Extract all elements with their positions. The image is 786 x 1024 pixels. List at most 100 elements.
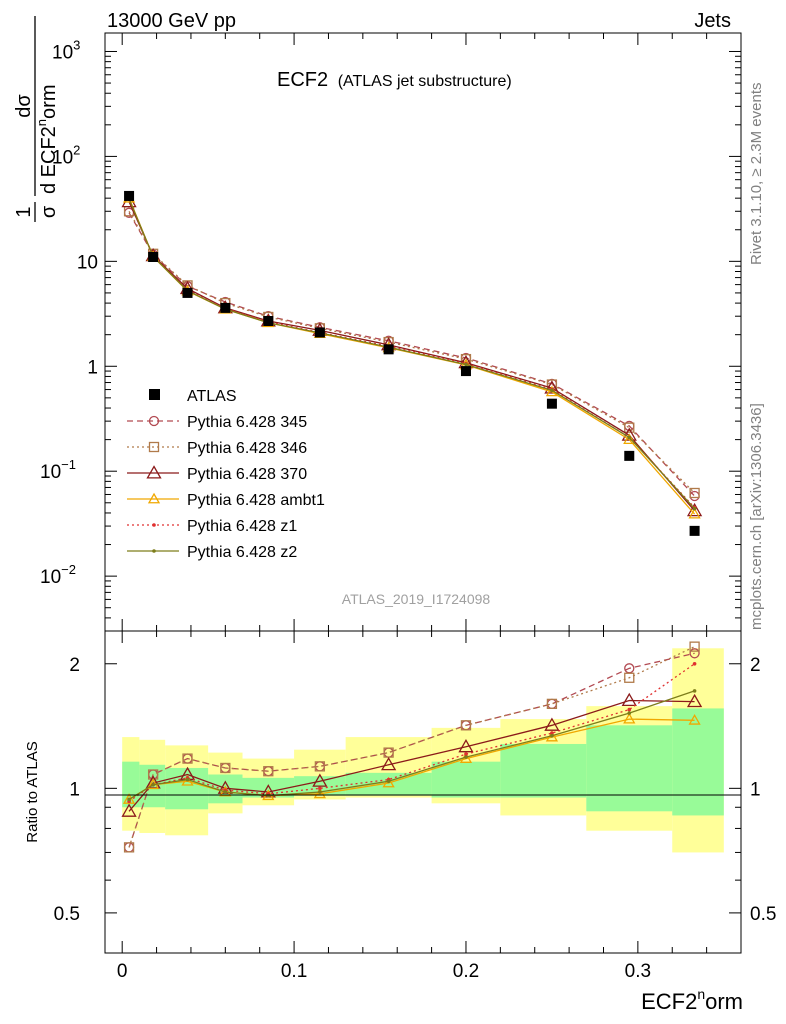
- tick-exp: 2: [73, 142, 80, 157]
- main-y-tick-label: 1: [87, 357, 98, 378]
- main-y-axis-label: 1 σ dσ d ECF2norm: [13, 16, 60, 222]
- ratio-point: [263, 766, 274, 777]
- legend-label: Pythia 6.428 z2: [187, 544, 297, 561]
- series-line: [128, 201, 696, 512]
- series-point: [464, 362, 468, 367]
- series-point: [689, 487, 700, 499]
- ratio-point: [544, 717, 560, 731]
- data-point: [383, 344, 394, 355]
- ylabel-frac2-den-sup: n: [34, 119, 49, 126]
- ratio-point: [458, 738, 474, 753]
- data-point: [314, 327, 325, 338]
- ratio-y-tick-label-right: 1: [750, 779, 761, 800]
- ratio-band-green: [500, 743, 587, 798]
- chart-title: ECF2 (ATLAS jet substructure): [277, 69, 512, 91]
- ratio-point: [623, 712, 636, 724]
- legend-label: Pythia 6.428 z1: [187, 518, 297, 535]
- ratio-y-axis-label: Ratio to ATLAS: [24, 741, 41, 842]
- analysis-watermark: ATLAS_2019_I1724098: [342, 591, 491, 607]
- ratio-point: [318, 786, 322, 791]
- ratio-point: [550, 731, 554, 735]
- ratio-point: [546, 698, 558, 710]
- ratio-point: [121, 803, 137, 817]
- legend-marker: [148, 415, 160, 427]
- main-panel-frame: [104, 32, 742, 632]
- header-jets-label: Jets: [694, 10, 731, 32]
- series-line: [128, 198, 696, 510]
- ratio-y-tick-label-left: 2: [69, 655, 80, 676]
- tick-base: 10: [40, 462, 61, 483]
- header-beam-label: 13000 GeV pp: [107, 10, 236, 32]
- tick-base: 10: [52, 42, 73, 63]
- ylabel-frac1-num: 1: [13, 206, 35, 217]
- data-point: [624, 450, 635, 461]
- ratio-point: [386, 779, 391, 784]
- data-point: [124, 190, 135, 201]
- ratio-band-green: [586, 725, 673, 812]
- ratio-point: [464, 752, 468, 756]
- ylabel-frac2-num: dσ: [13, 94, 35, 118]
- ratio-line: [128, 718, 695, 801]
- title-subtitle: (ATLAS jet substructure): [338, 73, 512, 90]
- ratio-series-group: [121, 641, 703, 853]
- main-y-tick-label: 10: [77, 252, 98, 273]
- ratio-band-green: [345, 772, 432, 796]
- xlabel-main: ECF2: [641, 989, 697, 1014]
- series-point: [544, 380, 560, 394]
- ratio-point: [546, 698, 558, 710]
- mcplots-side-label: mcplots.cern.ch [arXiv:1306.3436]: [748, 403, 765, 630]
- ylabel-frac2-den-main: d ECF2: [38, 126, 60, 194]
- ratio-point: [689, 648, 700, 659]
- legend-label: Pythia 6.428 345: [187, 414, 307, 431]
- ratio-point: [223, 790, 228, 794]
- ratio-point: [689, 641, 700, 652]
- ratio-point: [122, 793, 136, 804]
- legend-marker-data: [149, 389, 160, 400]
- ratio-point: [313, 787, 326, 799]
- tick-exp: 3: [73, 37, 80, 52]
- ratio-line: [128, 646, 695, 848]
- main-series-group: [121, 190, 703, 536]
- data-point: [148, 251, 159, 262]
- ratio-line: [128, 699, 695, 812]
- ratio-point: [686, 693, 703, 708]
- ratio-point: [220, 762, 231, 774]
- legend-marker: [146, 465, 162, 479]
- ratio-point: [464, 755, 468, 759]
- ratio-point: [127, 797, 131, 802]
- legend-marker: [152, 523, 156, 527]
- ratio-y-tick-label-right: 2: [750, 655, 761, 676]
- ratio-band-green: [431, 761, 501, 798]
- ratio-band-green: [672, 708, 724, 816]
- ylabel-frac1-den: σ: [38, 205, 60, 218]
- legend: ATLAS Pythia 6.428 345 Pythia 6.428 346 Pyt…: [127, 388, 325, 561]
- legend-label: Pythia 6.428 370: [187, 466, 307, 483]
- ratio-point: [627, 711, 632, 715]
- legend-marker: [152, 549, 156, 553]
- series-point: [550, 388, 554, 393]
- main-y-tick-label: 10−1: [40, 457, 76, 483]
- ratio-point: [151, 782, 155, 787]
- ratio-point: [692, 689, 697, 693]
- ratio-y-tick-label-left: 0.5: [54, 904, 80, 925]
- data-point: [689, 525, 700, 536]
- title-main: ECF2: [277, 69, 328, 91]
- legend-label: Pythia 6.428 346: [187, 440, 307, 457]
- axis-ticks: [105, 33, 741, 953]
- xlabel-tail: orm: [705, 989, 743, 1014]
- ratio-line: [128, 663, 695, 802]
- x-tick-label: 0.3: [625, 961, 651, 982]
- series-point: [692, 506, 697, 511]
- series-point: [627, 435, 632, 440]
- ratio-point: [550, 733, 554, 738]
- ratio-point: [382, 776, 395, 788]
- x-tick-label: 0: [117, 961, 128, 982]
- ratio-y-tick-label-left: 1: [69, 779, 80, 800]
- ratio-point: [318, 790, 322, 794]
- xlabel-sup: n: [697, 986, 705, 1002]
- ratio-point: [266, 793, 271, 798]
- data-point: [220, 302, 231, 313]
- tick-base: 10: [52, 147, 73, 168]
